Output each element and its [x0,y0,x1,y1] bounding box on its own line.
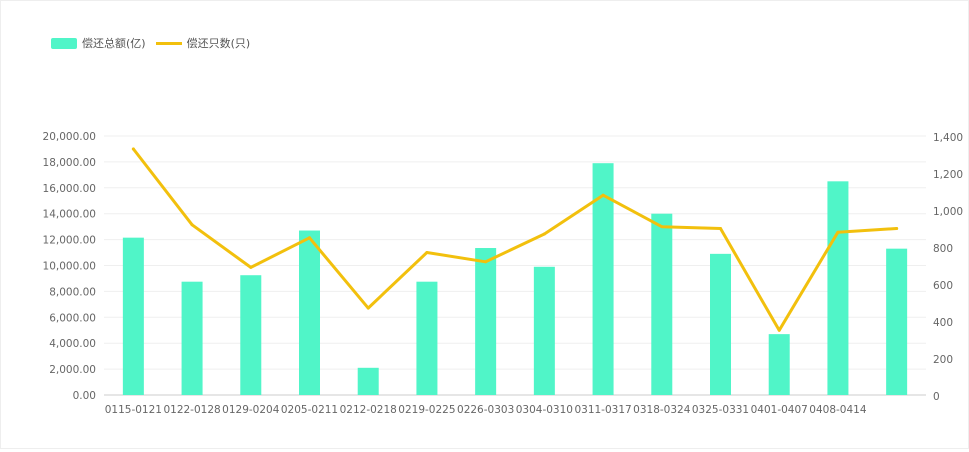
series-line [131,147,899,332]
x-tick-label: 0325-0331 [692,404,749,416]
line-point [249,265,253,269]
y-left-tick-label: 8,000.00 [49,286,96,298]
x-tick-label: 0311-0317 [574,404,631,416]
y-left-tick-label: 14,000.00 [43,209,96,221]
y-right-tick-label: 200 [933,354,953,366]
bar [299,230,320,395]
y-right-tick-label: 0 [933,391,940,403]
line-point [366,306,370,310]
legend: 偿还总额(亿) 偿还只数(只) [51,35,260,51]
x-tick-label: 0115-0121 [105,404,162,416]
y-left-tick-label: 16,000.00 [43,183,96,195]
y-left-tick-label: 4,000.00 [49,338,96,350]
y-left-tick-label: 12,000.00 [43,235,96,247]
x-tick-label: 0122-0128 [163,404,220,416]
legend-bar-swatch [51,37,77,49]
x-tick-label: 0219-0225 [398,404,455,416]
x-tick-label: 0318-0324 [633,404,691,416]
y-right-tick-label: 600 [933,280,953,292]
bar [533,266,555,395]
line-point [660,225,664,229]
line-point [308,236,311,240]
bar [181,281,203,395]
line-point [601,193,605,197]
y-right-tick-label: 800 [933,243,953,255]
line-point [719,227,722,230]
x-tick-label: 0129-0204 [222,404,280,416]
legend-line-label: 偿还只数(只) [186,37,251,50]
line-point [542,232,546,236]
line-point [777,328,781,332]
bar [357,367,379,395]
x-tick-label: 0408-0414 [809,404,867,416]
y-left-tick-label: 20,000.00 [43,131,96,143]
bar [710,253,731,395]
x-tick-label: 0226-0303 [457,404,514,416]
legend-bar-label: 偿还总额(亿) [82,37,146,50]
x-tick-label: 0401-0407 [751,404,808,416]
y-left-tick-label: 18,000.00 [43,157,96,169]
bar [416,281,438,395]
y-right-tick-label: 1,400 [933,132,963,144]
bar [827,181,849,395]
bar [592,163,614,395]
x-tick-label: 0212-0218 [340,404,397,416]
line-point [895,227,899,230]
x-tick-label: 0304-0310 [516,404,573,416]
bar [122,237,144,395]
legend-item-line[interactable]: 偿还只数(只) [155,35,251,51]
y-right-tick-label: 1,000 [933,206,963,218]
y-left-tick-label: 2,000.00 [49,364,96,376]
bar [651,213,673,395]
x-tick-label: 0205-0211 [281,404,338,416]
y-right-tick-label: 400 [933,317,953,329]
y-right-tick-label: 1,200 [933,169,963,181]
bar [240,275,262,395]
y-left-tick-label: 6,000.00 [49,312,96,324]
legend-item-bar[interactable]: 偿还总额(亿) [51,35,146,51]
line-point [131,147,135,151]
line-point [425,251,429,255]
line-point [190,223,194,227]
y-left-tick-label: 0.00 [73,390,96,402]
y-left-tick-label: 10,000.00 [43,261,96,273]
bar [886,248,908,395]
line-point [836,230,840,234]
bar [768,334,790,395]
bar [475,248,497,395]
legend-line-swatch [155,41,182,45]
line-point [484,260,488,264]
